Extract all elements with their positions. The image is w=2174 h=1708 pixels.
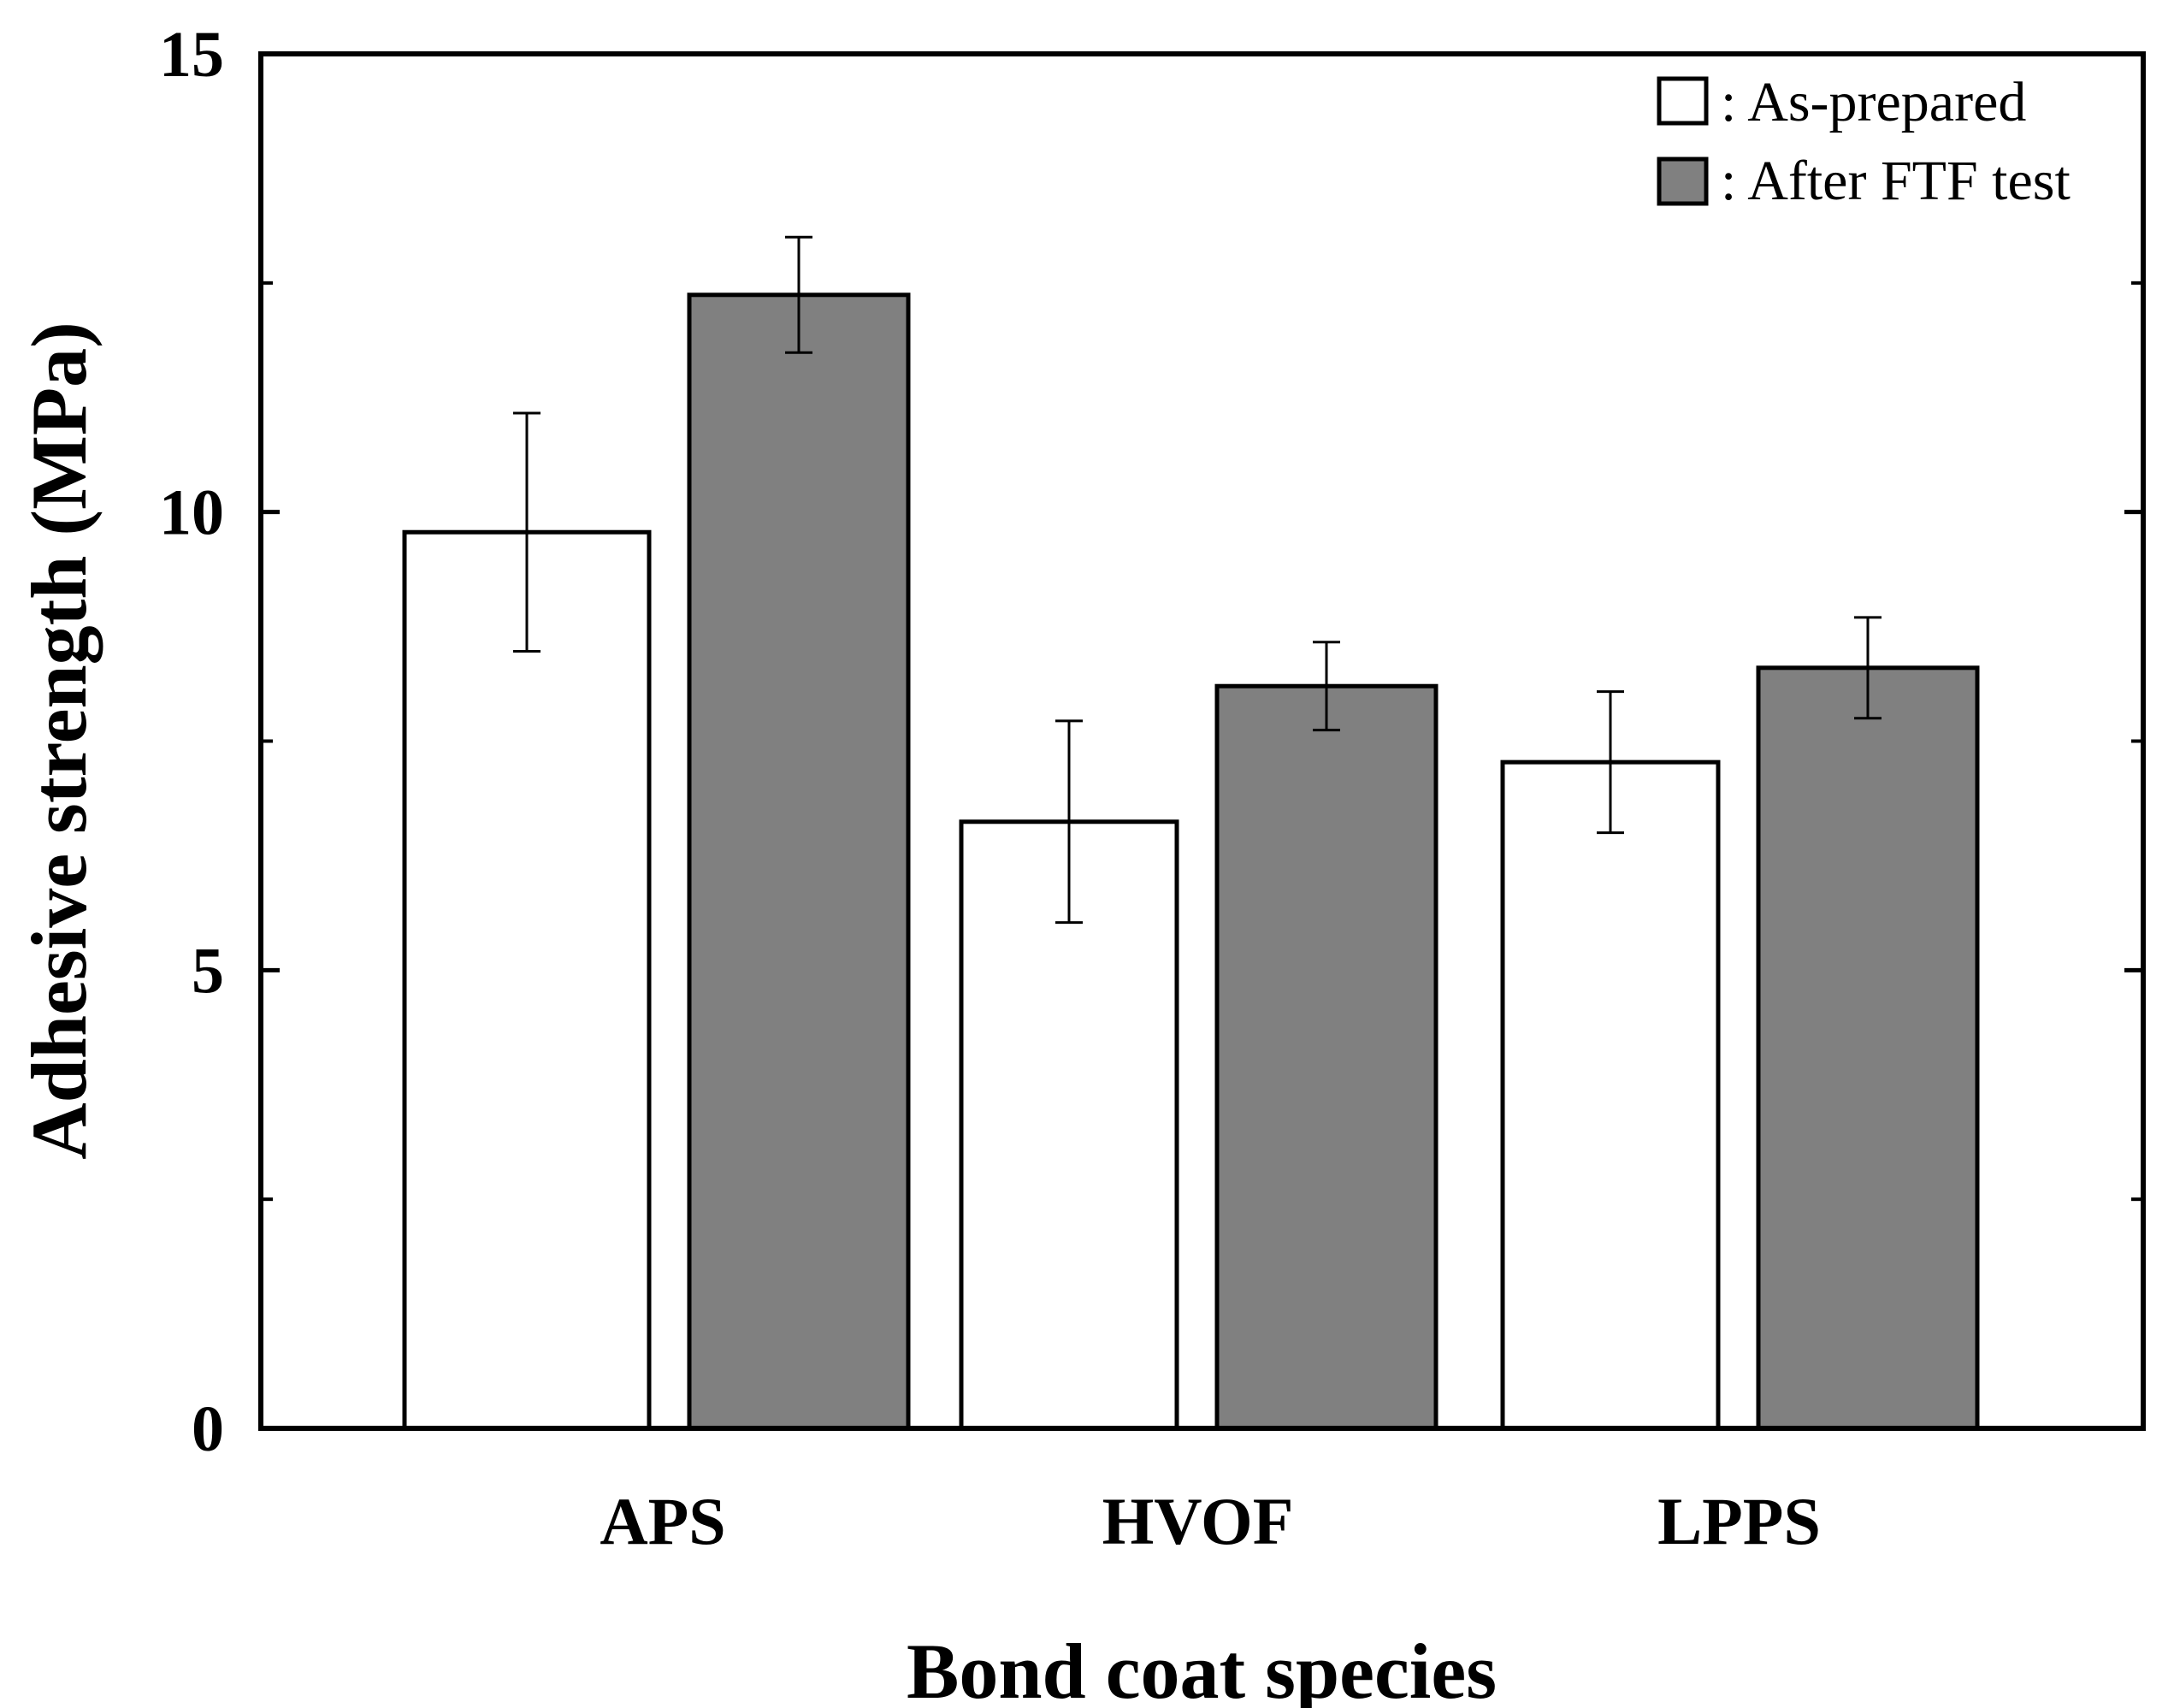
legend: : As-prepared : After FTF test [1657, 71, 2071, 212]
y-tick-label-0: 0 [192, 1393, 224, 1465]
ticks-layer: APS HVOF LPPS 0 5 10 15 [159, 19, 2143, 1558]
legend-swatch-as-prepared [1657, 76, 1709, 126]
legend-label-as-prepared: : As-prepared [1721, 71, 2026, 133]
x-tick-label-lpps: LPPS [1657, 1484, 1821, 1558]
bars-layer [402, 293, 1980, 1431]
x-tick-label-hvof: HVOF [1102, 1484, 1294, 1558]
bar-hvof-after-ftf-test [1214, 683, 1439, 1431]
bar-lpps-as-prepared [1500, 759, 1721, 1431]
x-tick-label-aps: APS [600, 1484, 725, 1558]
error-bars-layer [513, 235, 1882, 925]
bar-lpps-after-ftf-test [1756, 665, 1980, 1431]
y-tick-label-5: 5 [192, 935, 224, 1007]
y-tick-label-15: 15 [159, 19, 224, 91]
legend-label-after-ftf: : After FTF test [1721, 150, 2071, 212]
x-axis-title: Bond coat species [907, 1628, 1497, 1708]
bar-aps-as-prepared [402, 529, 652, 1431]
y-tick-label-10: 10 [159, 477, 224, 549]
bar-aps-after-ftf-test [687, 293, 911, 1431]
legend-swatch-after-ftf [1657, 157, 1709, 206]
y-axis-title: Adhesive strength (MPa) [15, 322, 103, 1160]
